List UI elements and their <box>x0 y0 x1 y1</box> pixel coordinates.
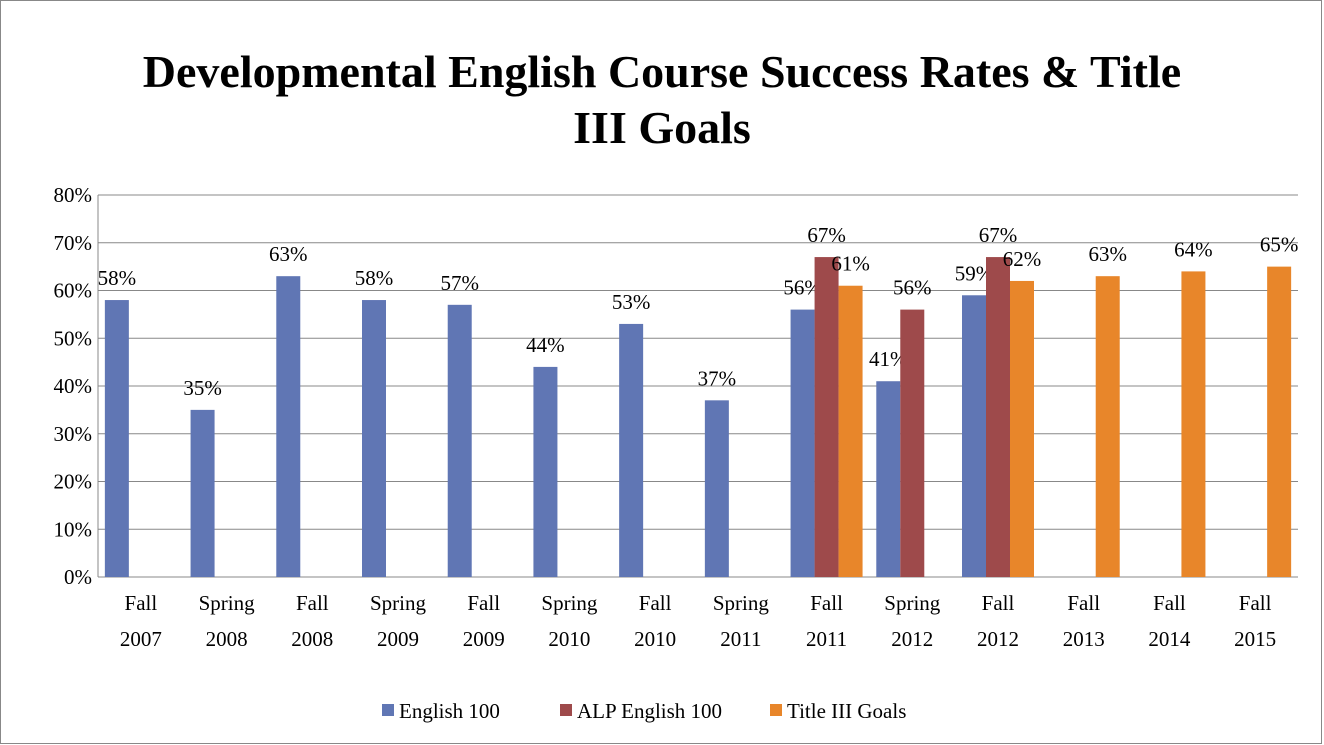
x-tick-label: Spring 2012 <box>884 591 941 651</box>
y-tick-label: 0% <box>64 565 92 589</box>
data-label: 35% <box>183 376 222 400</box>
x-tick-label: Fall 2014 <box>1148 591 1191 651</box>
y-tick-label: 20% <box>54 470 93 494</box>
legend-label: English 100 <box>399 699 500 723</box>
bar <box>1267 266 1292 577</box>
x-tick-label: Fall 2010 <box>634 591 676 651</box>
x-tick-label: Fall 2012 <box>977 591 1019 651</box>
chart-title: Developmental English Course Success Rat… <box>142 46 1182 153</box>
y-tick-label: 30% <box>54 422 93 446</box>
y-tick-label: 70% <box>54 231 93 255</box>
data-label: 67% <box>979 223 1018 247</box>
data-label: 62% <box>1003 247 1042 271</box>
x-tick-label: Fall 2013 <box>1063 591 1105 651</box>
y-tick-label: 10% <box>54 517 93 541</box>
y-tick-label: 80% <box>54 183 93 207</box>
data-label: 65% <box>1260 233 1299 257</box>
data-label: 37% <box>698 366 737 390</box>
bar <box>533 366 558 577</box>
bar <box>190 409 215 577</box>
bar <box>876 381 901 577</box>
data-label: 63% <box>269 242 308 266</box>
x-tick-label: Fall 2007 <box>120 591 162 651</box>
bar <box>986 257 1010 577</box>
bar <box>362 300 386 577</box>
x-tick-label: Fall 2011 <box>806 591 847 651</box>
legend-label: ALP English 100 <box>577 699 722 723</box>
bar <box>619 323 644 577</box>
bar <box>900 309 925 577</box>
bar <box>838 285 863 577</box>
data-label: 58% <box>98 266 137 290</box>
data-label: 56% <box>893 276 932 300</box>
data-label: 64% <box>1174 237 1213 261</box>
data-label: 57% <box>440 271 479 295</box>
legend-swatch <box>560 704 572 716</box>
x-tick-label: Spring 2011 <box>713 591 770 651</box>
legend-swatch <box>382 704 394 716</box>
legend-label: Title III Goals <box>787 699 906 723</box>
data-label: 58% <box>355 266 394 290</box>
y-tick-label: 40% <box>54 374 93 398</box>
x-tick-label: Spring 2010 <box>541 591 598 651</box>
y-tick-label: 60% <box>54 279 93 303</box>
x-tick-label: Fall 2015 <box>1234 591 1276 651</box>
bar <box>1010 280 1034 577</box>
bar <box>1181 271 1206 577</box>
bar <box>962 295 986 577</box>
x-tick-label: Fall 2008 <box>291 591 333 651</box>
bar <box>814 257 839 577</box>
data-label: 67% <box>807 223 846 247</box>
data-label: 63% <box>1088 242 1127 266</box>
legend-swatch <box>770 704 782 716</box>
data-label: 61% <box>831 252 870 276</box>
x-tick-label: Spring 2009 <box>370 591 427 651</box>
bar <box>704 400 729 577</box>
x-tick-label: Spring 2008 <box>199 591 256 651</box>
bar <box>790 309 815 577</box>
bar <box>276 276 301 577</box>
bar <box>447 304 472 577</box>
x-tick-label: Fall 2009 <box>463 591 505 651</box>
y-tick-label: 50% <box>54 326 93 350</box>
data-label: 44% <box>526 333 565 357</box>
bar <box>1095 276 1120 577</box>
bar <box>104 300 129 577</box>
data-label: 53% <box>612 290 651 314</box>
